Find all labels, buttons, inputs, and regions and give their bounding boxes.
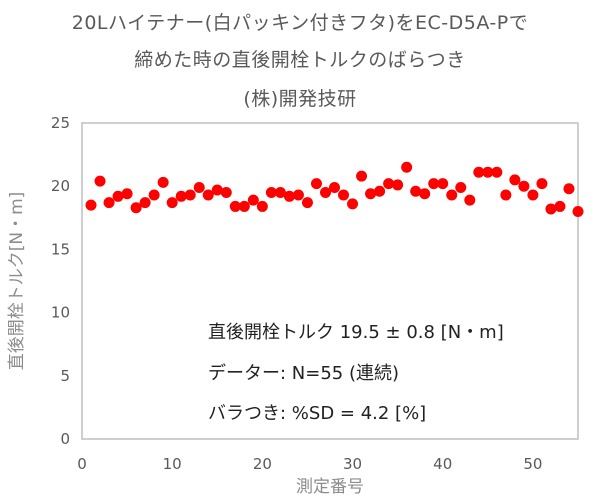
data-point [166, 197, 178, 209]
x-axis-label: 測定番号 [296, 477, 364, 497]
data-point [94, 175, 106, 187]
data-point [410, 185, 422, 197]
data-point [473, 166, 485, 178]
y-tick-label: 5 [60, 367, 70, 385]
annotation-torque-mean: 直後開栓トルク 19.5 ± 0.8 [N・m] [208, 322, 504, 343]
data-point [139, 197, 151, 209]
y-tick-label: 10 [51, 304, 70, 322]
data-point [202, 189, 214, 201]
data-point [85, 199, 97, 211]
data-point [536, 178, 548, 190]
data-point [482, 166, 494, 178]
data-point [193, 181, 205, 193]
data-point [347, 198, 359, 210]
data-point [274, 187, 286, 199]
annotation-variation: バラつき: %SD = 4.2 [%] [208, 403, 427, 424]
x-axis-ticks: 0 10 20 30 40 50 [77, 455, 542, 473]
chart-title-line-2: 締めた時の直後開栓トルクのばらつき [134, 49, 466, 71]
data-point [329, 181, 341, 193]
data-point [446, 189, 458, 201]
data-point [301, 197, 313, 209]
data-point [428, 178, 440, 190]
data-point [572, 205, 584, 217]
data-point [491, 166, 503, 178]
data-point [455, 181, 467, 193]
data-point [464, 194, 476, 206]
data-point [238, 200, 250, 212]
x-tick-label: 0 [77, 455, 87, 473]
data-point [509, 174, 521, 186]
y-tick-label: 0 [60, 430, 70, 448]
data-point [220, 187, 232, 199]
data-point [310, 178, 322, 190]
chart-title-line-3: (株)開発技研 [243, 88, 357, 110]
data-point [184, 189, 196, 201]
data-point [527, 189, 539, 201]
x-tick-label: 50 [523, 455, 542, 473]
data-point [383, 178, 395, 190]
data-point [256, 200, 268, 212]
data-point [283, 190, 295, 202]
y-tick-label: 20 [51, 177, 70, 195]
y-tick-label: 15 [51, 240, 70, 258]
data-point [121, 188, 133, 200]
data-point [437, 178, 449, 190]
y-axis-label: 直後開栓トルク[N・m] [7, 192, 27, 371]
plot-area-frame [81, 122, 579, 440]
x-tick-label: 40 [433, 455, 452, 473]
x-tick-label: 10 [163, 455, 182, 473]
data-point [545, 203, 557, 215]
data-point [112, 190, 124, 202]
data-point [148, 189, 160, 201]
data-point [365, 188, 377, 200]
data-point [401, 161, 413, 173]
x-tick-label: 30 [343, 455, 362, 473]
data-point [292, 189, 304, 201]
data-point [338, 189, 350, 201]
annotation-sample-count: データー: N=55 (連続) [208, 363, 400, 384]
data-point [265, 187, 277, 199]
data-point [229, 200, 241, 212]
data-point [157, 176, 169, 188]
data-point [175, 190, 187, 202]
data-point [247, 194, 259, 206]
data-point [554, 200, 566, 212]
data-point [518, 180, 530, 192]
data-point [392, 179, 404, 191]
chart-title-line-1: 20Lハイテナー(白パッキン付きフタ)をEC-D5A-Pで [71, 12, 529, 34]
data-point [356, 170, 368, 182]
data-point [563, 183, 575, 195]
x-tick-label: 20 [253, 455, 272, 473]
data-point [374, 185, 386, 197]
data-point [130, 202, 142, 214]
y-tick-label: 25 [51, 114, 70, 132]
data-point [103, 197, 115, 209]
data-points [85, 161, 584, 217]
data-point [319, 187, 331, 199]
data-point [500, 189, 512, 201]
data-point [211, 184, 223, 196]
y-axis-ticks: 0 5 10 15 20 25 [51, 114, 70, 448]
data-point [419, 188, 431, 200]
